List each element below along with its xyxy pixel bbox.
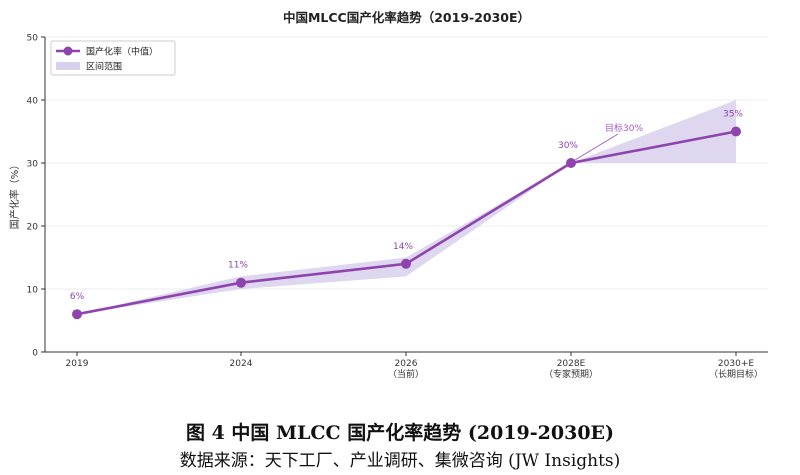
data-point <box>566 158 576 168</box>
data-label: 14% <box>393 242 413 252</box>
legend-box <box>50 40 176 76</box>
data-point <box>401 258 411 269</box>
data-point <box>731 126 741 137</box>
legend-series-label: 国产化率（中值） <box>86 46 158 58</box>
legend-band-swatch <box>56 62 80 70</box>
x-tick-label: 2019 <box>66 359 89 369</box>
x-tick-label: 2028E <box>557 359 586 369</box>
data-label: 11% <box>228 261 248 271</box>
x-tick-label: （长期目标） <box>709 368 763 380</box>
y-tick-label: 50 <box>27 34 39 44</box>
y-tick-label: 40 <box>27 97 39 107</box>
x-tick-label: 2024 <box>230 359 253 369</box>
data-label: 35% <box>723 110 743 120</box>
data-label: 30% <box>558 141 578 151</box>
y-axis-label: 国产化率（%） <box>8 160 21 230</box>
y-tick-label: 0 <box>32 349 38 359</box>
range-band <box>77 100 736 315</box>
x-tick-label: （专家预期） <box>544 368 598 380</box>
chart-title: 中国MLCC国产化率趋势（2019-2030E） <box>283 10 530 25</box>
annotation-label: 目标30% <box>605 122 643 134</box>
data-point <box>72 309 82 320</box>
y-tick-label: 30 <box>27 160 39 170</box>
y-tick-label: 20 <box>27 223 39 233</box>
figure-caption-title: 图 4 中国 MLCC 国产化率趋势 (2019-2030E) <box>185 422 615 444</box>
line-chart: 中国MLCC国产化率趋势（2019-2030E） 0 10 20 30 40 50 国产化率（… <box>8 10 768 380</box>
legend-marker <box>63 46 73 56</box>
data-point <box>236 277 246 288</box>
x-tick-label: 2030+E <box>718 359 754 369</box>
y-tick-label: 10 <box>27 286 39 296</box>
figure-caption-source: 数据来源：天下工厂、产业调研、集微咨询 (JW Insights) <box>179 451 621 471</box>
x-tick-label: 2026 <box>395 359 418 369</box>
data-label: 6% <box>70 292 85 302</box>
chart-area: 中国MLCC国产化率趋势（2019-2030E） 0 10 20 30 40 50 国产化率（… <box>8 10 768 380</box>
x-tick-label: （当前） <box>388 368 424 380</box>
legend-band-label: 区间范围 <box>86 61 122 73</box>
annotation-arrow <box>574 133 619 161</box>
